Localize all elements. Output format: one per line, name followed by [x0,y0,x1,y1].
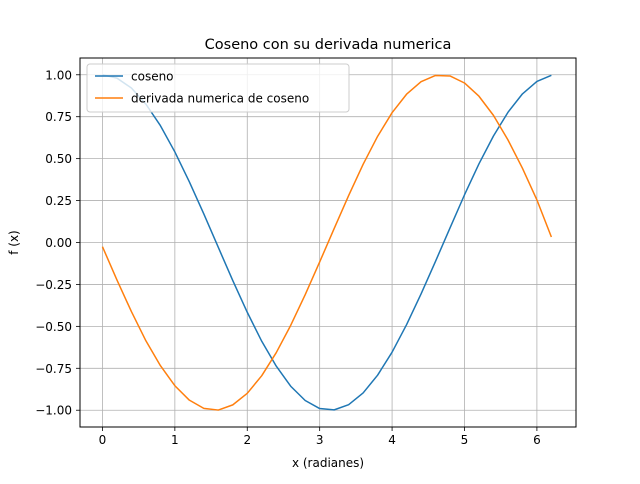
x-tick-label: 5 [461,433,469,447]
ticks: 0 1 2 3 4 5 6 −1.00 −0.75 −0.50 −0.25 0.00 0.25 0.50 0… [35,68,541,447]
y-tick-label: 0.50 [45,152,72,166]
y-axis-label: f (x) [7,230,21,255]
legend: coseno derivada numerica de coseno [86,63,350,113]
x-tick-label: 4 [388,433,396,447]
legend-box [86,63,350,113]
x-axis-label: x (radianes) [292,456,364,470]
x-tick-label: 0 [99,433,107,447]
y-tick-label: 0.25 [45,194,72,208]
plot-series [101,74,553,411]
series-line-1 [101,74,553,411]
legend-label-1: derivada numerica de coseno [131,92,309,106]
y-tick-label: 0.75 [45,110,72,124]
y-tick-label: −0.75 [35,362,72,376]
chart-title: Coseno con su derivada numerica [205,37,452,53]
x-tick-label: 2 [243,433,251,447]
y-tick-label: 0.00 [45,236,72,250]
x-tick-label: 3 [316,433,324,447]
x-tick-label: 1 [171,433,179,447]
x-tick-label: 6 [533,433,541,447]
y-tick-label: −0.50 [35,320,72,334]
legend-label-0: coseno [131,70,174,84]
y-tick-label: −1.00 [35,404,72,418]
y-tick-label: 1.00 [45,68,72,82]
series-line-0 [102,74,552,411]
y-tick-label: −0.25 [35,278,72,292]
